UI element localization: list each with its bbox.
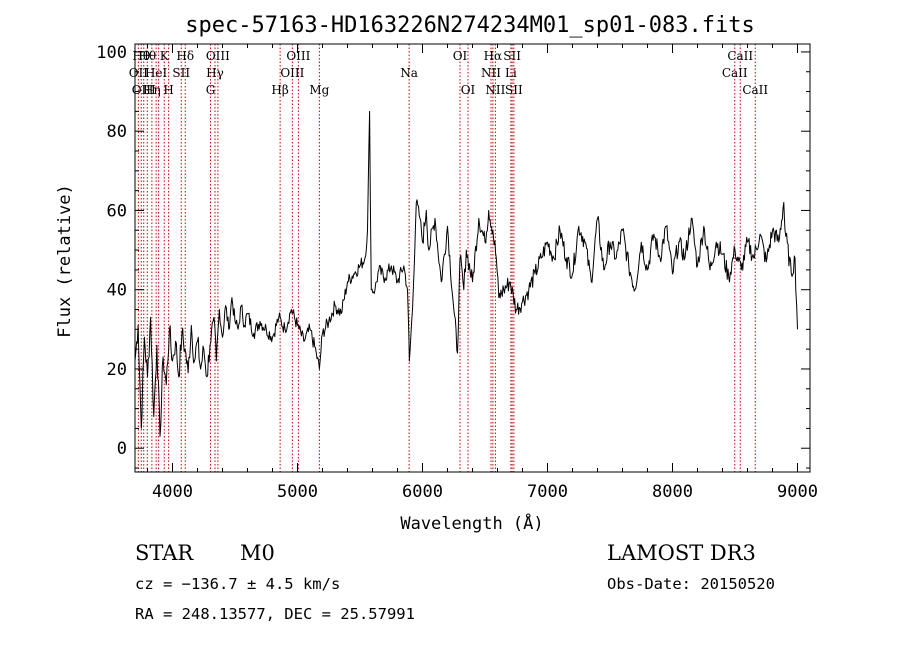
object-subclass: M0 (240, 541, 275, 565)
x-tick-label: 4000 (152, 482, 193, 502)
line-marker-label: CaII (722, 66, 748, 80)
y-tick-label: 0 (117, 439, 127, 459)
y-tick-label: 60 (107, 201, 127, 221)
line-marker-label: SII (172, 66, 190, 80)
line-marker-label: CaII (742, 83, 768, 97)
spectrum-line (134, 110, 798, 437)
redshift-velocity: cz = −136.7 ± 4.5 km/s (135, 575, 340, 593)
line-marker-label: HeI (145, 66, 168, 80)
line-marker-label: CaII (727, 49, 753, 63)
line-marker-label: Hδ (176, 49, 194, 63)
object-class: STAR (135, 541, 194, 565)
line-marker-label: SII (503, 49, 521, 63)
line-marker-label: Hθ (138, 49, 156, 63)
line-marker-label: NII (481, 66, 501, 80)
line-marker-label: OIII (280, 66, 304, 80)
y-tick-label: 20 (107, 360, 127, 380)
line-marker-label: K (160, 49, 170, 63)
line-marker-label: Hα (484, 49, 503, 63)
x-tick-label: 8000 (652, 482, 693, 502)
y-tick-label: 40 (107, 281, 127, 301)
line-marker-label: OII (129, 66, 149, 80)
line-marker-label: OIII (286, 49, 310, 63)
line-marker-label: Hθ (132, 49, 150, 63)
x-tick-label: 5000 (277, 482, 318, 502)
line-marker-label: Na (400, 66, 418, 80)
line-marker-label: H (163, 83, 173, 97)
axis-ticks (135, 44, 810, 472)
line-marker-label: NII (485, 83, 505, 97)
spectrum-series (134, 110, 798, 437)
line-marker-label: OIII (206, 49, 230, 63)
line-marker-label: Mg (309, 83, 329, 97)
line-marker-label: Hη (143, 83, 161, 97)
survey-name: LAMOST DR3 (607, 541, 756, 565)
y-tick-label: 100 (96, 43, 127, 63)
line-marker-labels: OII Hθ OIII Hθ Hη HeI K H SII Hδ G Hγ OIII Hβ OIII OIII… (129, 49, 769, 97)
line-marker-label: Li (505, 66, 517, 80)
x-tick-label: 9000 (777, 482, 818, 502)
chart-title: spec-57163-HD163226N274234M01_sp01-083.f… (185, 13, 755, 38)
line-marker-label: G (206, 83, 216, 97)
line-marker-label: Hβ (271, 83, 288, 97)
observation-date: Obs-Date: 20150520 (607, 575, 775, 593)
x-tick-label: 6000 (402, 482, 443, 502)
line-marker-label: OI (453, 49, 468, 63)
y-axis-label: Flux (relative) (55, 184, 75, 338)
y-tick-label: 80 (107, 122, 127, 142)
line-markers (137, 44, 756, 472)
axis-tick-labels: 4000 5000 6000 7000 8000 9000 0 20 40 60 80 100 (96, 43, 818, 502)
line-marker-label: Hγ (206, 66, 224, 80)
line-marker-label: OIII (132, 83, 156, 97)
coordinates: RA = 248.13577, DEC = 25.57991 (135, 605, 415, 623)
x-axis-label: Wavelength (Å) (400, 512, 543, 534)
x-tick-label: 7000 (527, 482, 568, 502)
line-marker-label: OI (461, 83, 476, 97)
line-marker-label: SII (505, 83, 523, 97)
